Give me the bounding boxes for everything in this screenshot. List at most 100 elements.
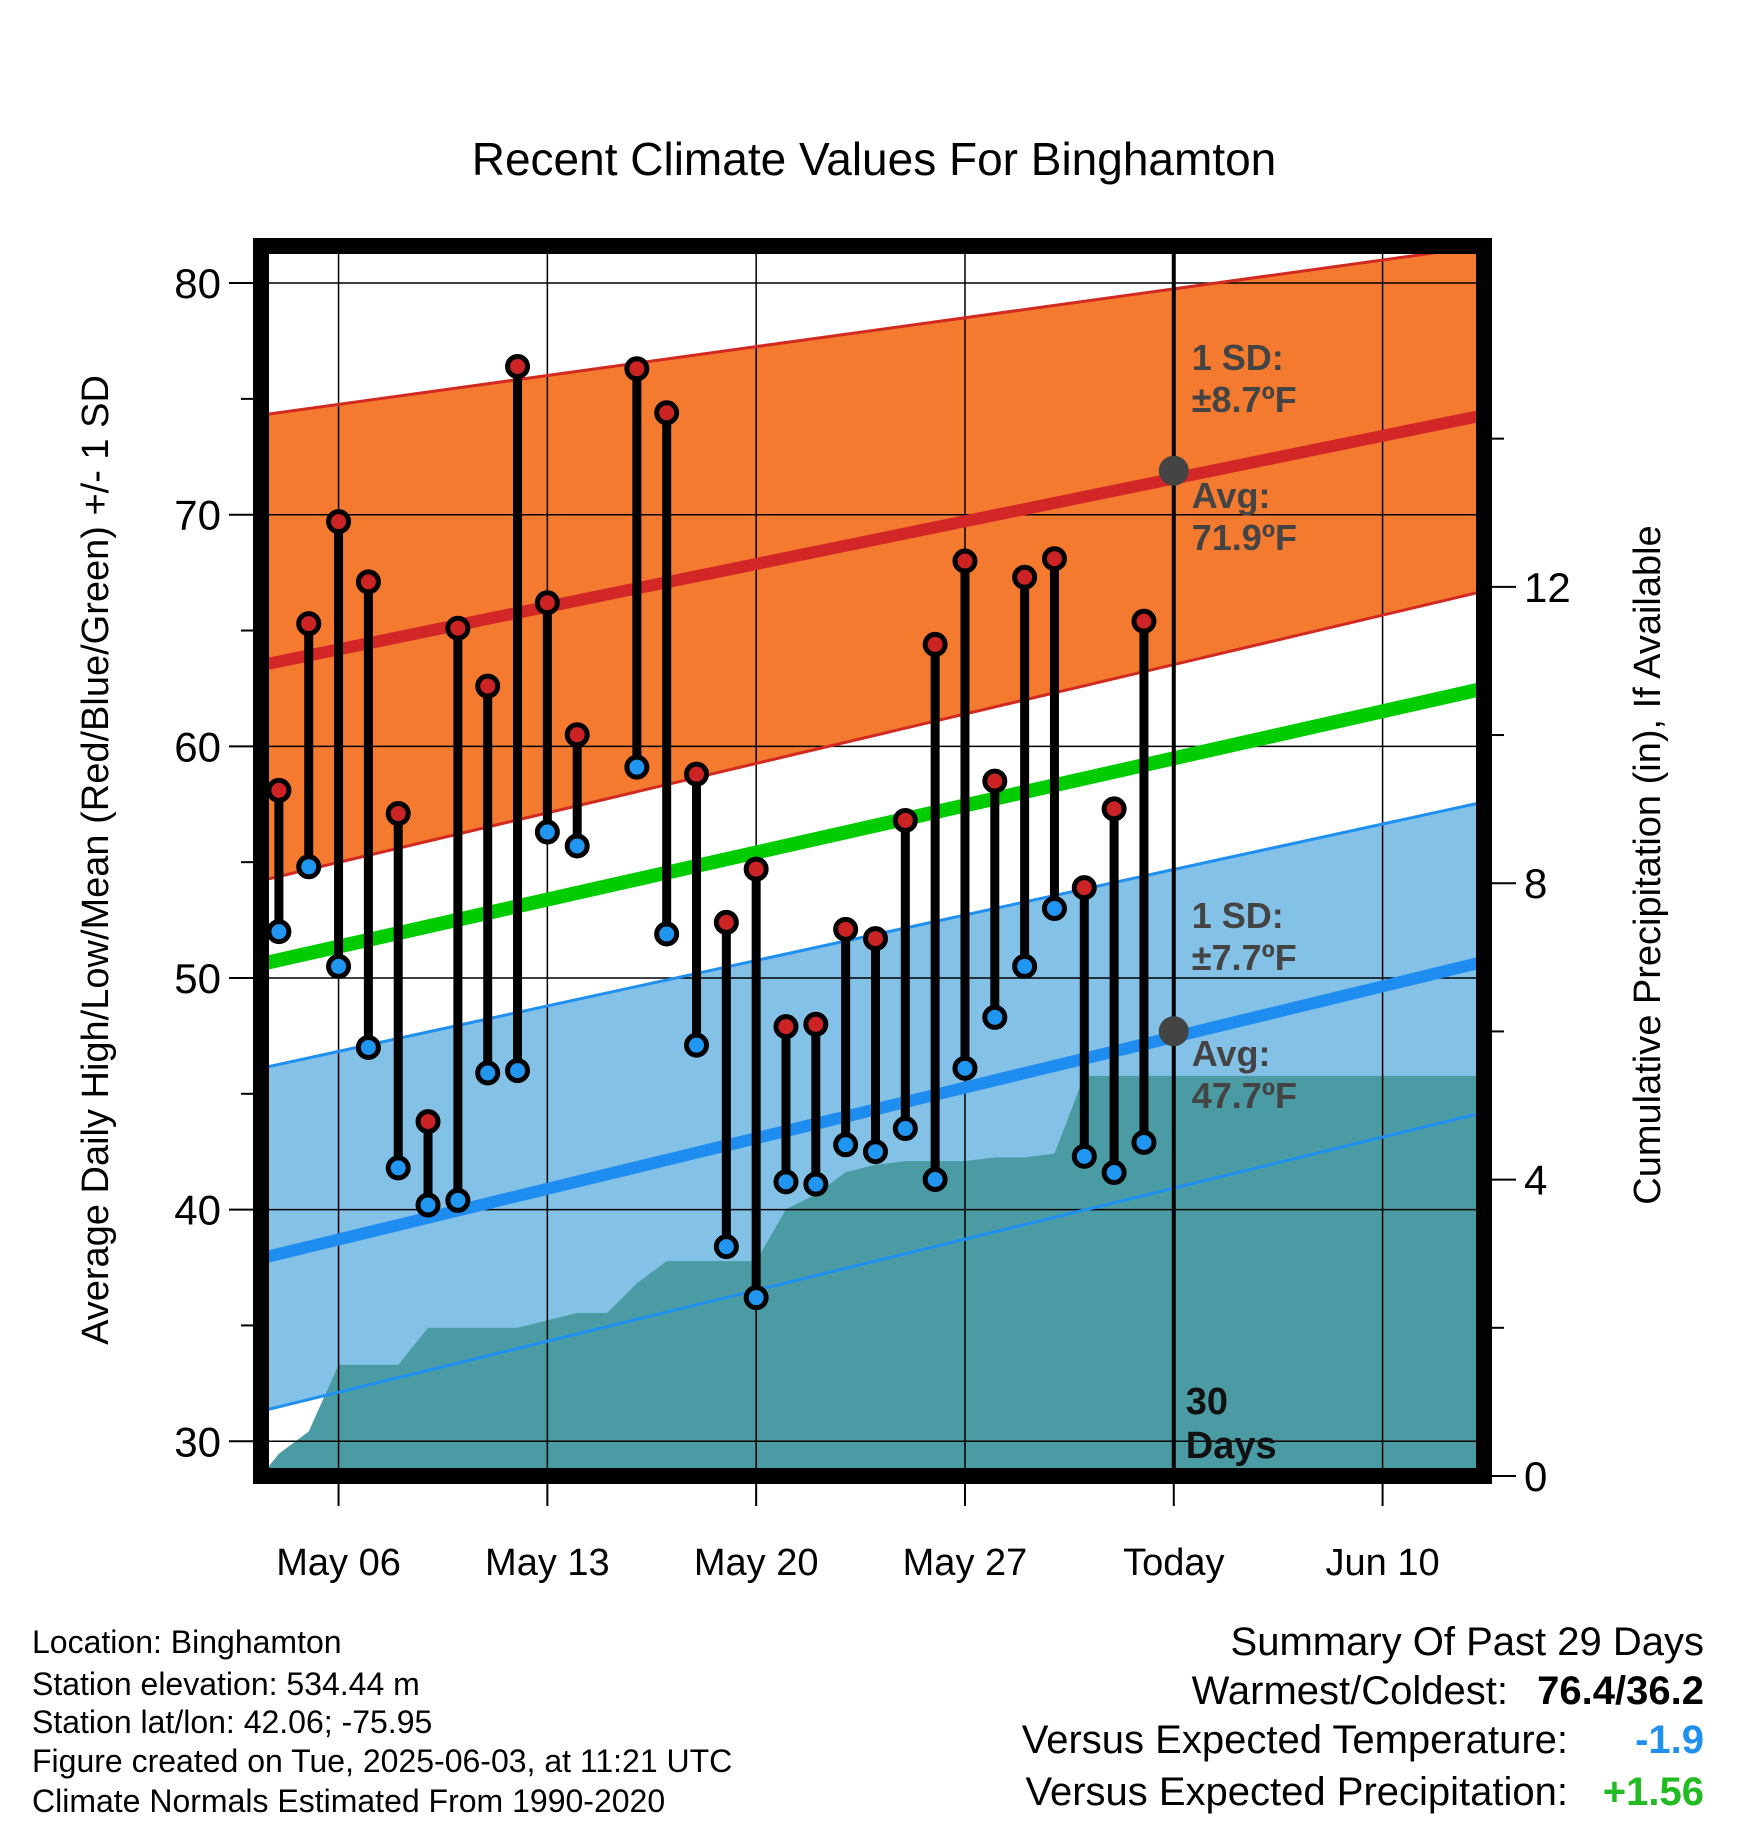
daily-high-point: [1041, 546, 1067, 572]
daily-low-point: [385, 1155, 411, 1181]
daily-high-point: [773, 1014, 799, 1040]
daily-low-point: [713, 1234, 739, 1260]
daily-low-point: [1012, 953, 1038, 979]
y2-tick-label: 4: [1524, 1157, 1547, 1204]
daily-high-point: [862, 926, 888, 952]
summary-warm-cold-value: 76.4/36.2: [1537, 1669, 1704, 1713]
y2-tick-label: 8: [1524, 860, 1547, 907]
daily-low-point: [1041, 895, 1067, 921]
cumulative-precip-area: [261, 1075, 1484, 1476]
daily-high-point: [475, 673, 501, 699]
y2-axis-label: Cumulative Precipitation (in), If Availa…: [1627, 525, 1669, 1204]
daily-low-point: [773, 1169, 799, 1195]
y-tick-label: 60: [174, 723, 221, 770]
avg-mean-line: [261, 681, 1484, 971]
today-days-label: Days: [1186, 1425, 1277, 1467]
plot-frame: [253, 238, 1492, 1484]
daily-low-point: [1071, 1143, 1097, 1169]
daily-low-point: [624, 754, 650, 780]
summary-precip-label: Versus Expected Precipitation:: [1025, 1770, 1568, 1814]
daily-high-point: [654, 400, 680, 426]
daily-high-point: [713, 909, 739, 935]
x-tick-label: Today: [1123, 1542, 1224, 1584]
x-tick-label: May 13: [485, 1542, 610, 1584]
daily-low-point: [922, 1167, 948, 1193]
daily-high-point: [1071, 875, 1097, 901]
daily-high-point: [803, 1011, 829, 1037]
y2-tick-label: 12: [1524, 564, 1571, 611]
high-sd-band: [261, 246, 1484, 881]
summary-title: Summary Of Past 29 Days: [1230, 1620, 1704, 1664]
daily-low-point: [355, 1034, 381, 1060]
daily-high-point: [326, 509, 352, 535]
y-tick-label: 30: [174, 1418, 221, 1465]
daily-low-point: [654, 921, 680, 947]
daily-low-point: [803, 1171, 829, 1197]
daily-low-point: [743, 1285, 769, 1311]
daily-low-point: [982, 1004, 1008, 1030]
summary-temp-value: -1.9: [1635, 1718, 1704, 1762]
daily-low-point: [892, 1116, 918, 1142]
high-sd-value: ±8.7ºF: [1192, 379, 1297, 420]
daily-high-point: [892, 807, 918, 833]
low-avg-label: Avg:: [1192, 1033, 1271, 1074]
high-sd-label: 1 SD:: [1192, 337, 1284, 378]
daily-low-point: [266, 919, 292, 945]
info-normals: Climate Normals Estimated From 1990-2020: [32, 1783, 666, 1819]
x-tick-label: May 27: [903, 1542, 1028, 1584]
daily-low-point: [475, 1060, 501, 1086]
daily-high-point: [296, 611, 322, 637]
daily-low-point: [505, 1058, 531, 1084]
daily-high-point: [1131, 608, 1157, 634]
daily-low-point: [1131, 1129, 1157, 1155]
chart-title: Recent Climate Values For Binghamton: [472, 133, 1277, 185]
x-tick-label: May 20: [694, 1542, 819, 1584]
daily-high-point: [833, 916, 859, 942]
daily-low-point: [833, 1132, 859, 1158]
low-sd-lower-line: [261, 1110, 1484, 1413]
today-avg-high-marker: [1158, 455, 1189, 486]
daily-low-point: [326, 953, 352, 979]
x-tick-label: May 06: [276, 1542, 401, 1584]
daily-high-point: [743, 856, 769, 882]
summary-precip: Versus Expected Precipitation: +1.56: [1025, 1770, 1704, 1815]
daily-high-point: [415, 1109, 441, 1135]
y-tick-label: 40: [174, 1187, 221, 1234]
daily-low-point: [684, 1032, 710, 1058]
info-latlon: Station lat/lon: 42.06; -75.95: [32, 1704, 433, 1740]
low-avg-value: 47.7ºF: [1192, 1075, 1297, 1116]
info-location: Location: Binghamton: [32, 1624, 342, 1660]
daily-low-point: [445, 1187, 471, 1213]
summary-temp-label: Versus Expected Temperature:: [1021, 1718, 1568, 1762]
high-avg-value: 71.9ºF: [1192, 517, 1297, 558]
low-sd-label: 1 SD:: [1192, 895, 1284, 936]
daily-high-point: [684, 761, 710, 787]
info-elevation: Station elevation: 534.44 m: [32, 1666, 420, 1702]
y-tick-label: 50: [174, 955, 221, 1002]
high-avg-label: Avg:: [1192, 475, 1271, 516]
y2-tick-label: 0: [1524, 1453, 1547, 1500]
info-created: Figure created on Tue, 2025-06-03, at 11…: [32, 1743, 733, 1779]
daily-low-point: [1101, 1160, 1127, 1186]
daily-low-point: [862, 1139, 888, 1165]
daily-low-point: [952, 1055, 978, 1081]
summary-warm-cold-label: Warmest/Coldest:: [1191, 1669, 1508, 1713]
daily-high-point: [952, 548, 978, 574]
high-sd-lower-line: [261, 589, 1484, 883]
daily-high-point: [1012, 564, 1038, 590]
x-tick-label: Jun 10: [1326, 1542, 1440, 1584]
y-axis-label: Average Daily High/Low/Mean (Red/Blue/Gr…: [75, 375, 117, 1345]
summary-precip-value: +1.56: [1602, 1770, 1704, 1814]
daily-high-point: [1101, 796, 1127, 822]
daily-high-point: [505, 353, 531, 379]
daily-high-point: [564, 722, 590, 748]
daily-high-point: [266, 777, 292, 803]
daily-high-point: [922, 631, 948, 657]
daily-high-point: [982, 768, 1008, 794]
daily-low-point: [534, 819, 560, 845]
high-sd-upper-line: [261, 246, 1484, 417]
y-tick-label: 80: [174, 260, 221, 307]
daily-low-point: [296, 854, 322, 880]
daily-low-point: [415, 1192, 441, 1218]
